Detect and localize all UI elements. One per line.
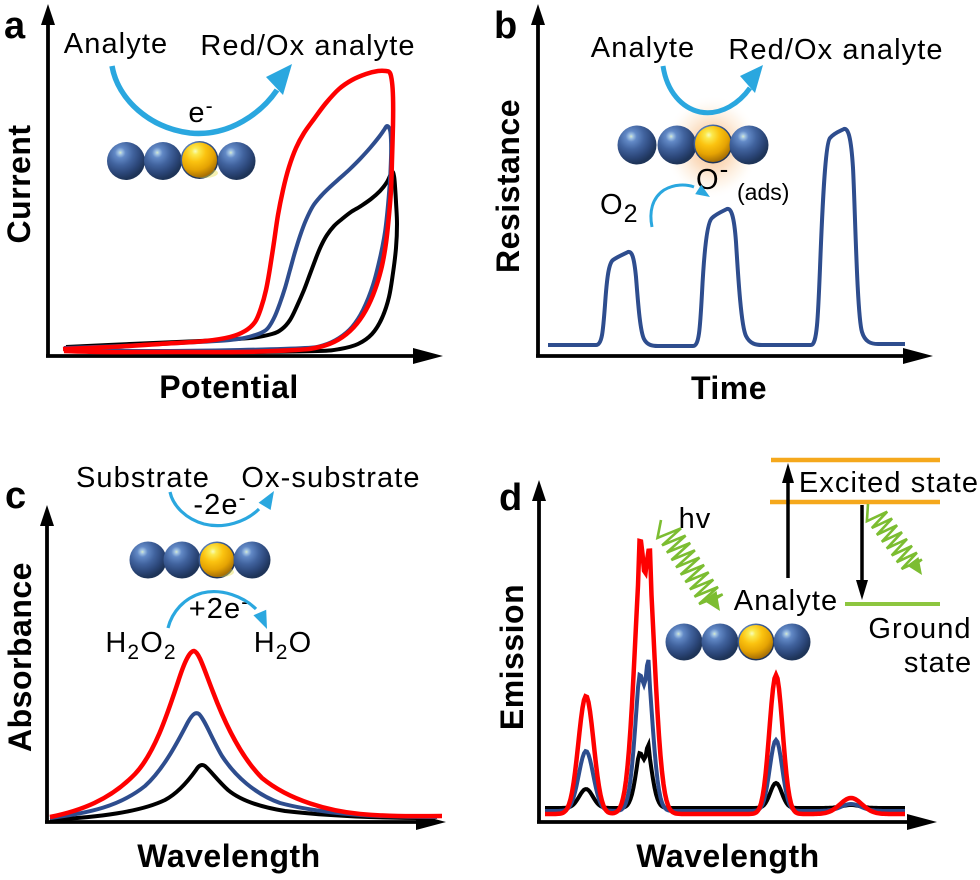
svg-text:(ads): (ads)	[737, 179, 789, 205]
svg-text:H2O2: H2O2	[105, 627, 176, 664]
svg-text:Red/Ox analyte: Red/Ox analyte	[200, 30, 415, 62]
svg-text:+2e-: +2e-	[189, 591, 250, 625]
svg-text:Absorbance: Absorbance	[2, 562, 38, 752]
svg-text:c: c	[5, 475, 26, 517]
svg-text:state: state	[904, 647, 972, 679]
svg-text:Ox-substrate: Ox-substrate	[241, 462, 420, 494]
svg-text:H2O: H2O	[254, 627, 313, 664]
svg-text:e-: e-	[188, 95, 213, 129]
svg-text:b: b	[494, 5, 517, 47]
svg-text:Time: Time	[691, 370, 767, 406]
svg-text:Wavelength: Wavelength	[137, 838, 320, 874]
svg-text:Excited state: Excited state	[799, 467, 979, 499]
svg-text:Potential: Potential	[159, 369, 299, 405]
svg-text:Ground: Ground	[868, 613, 971, 645]
svg-text:Analyte: Analyte	[734, 585, 838, 617]
svg-text:Red/Ox analyte: Red/Ox analyte	[728, 34, 943, 66]
svg-text:a: a	[4, 5, 26, 47]
svg-text:d: d	[499, 477, 522, 519]
svg-text:Substrate: Substrate	[76, 462, 210, 494]
svg-text:O2: O2	[600, 189, 639, 228]
svg-text:Wavelength: Wavelength	[636, 838, 819, 874]
svg-text:hv: hv	[679, 503, 712, 535]
svg-text:Emission: Emission	[494, 584, 530, 730]
svg-text:-2e-: -2e-	[193, 487, 246, 521]
svg-text:Analyte: Analyte	[64, 28, 168, 60]
svg-text:Resistance: Resistance	[490, 99, 526, 273]
svg-text:Current: Current	[1, 124, 37, 243]
svg-text:Analyte: Analyte	[591, 32, 695, 64]
